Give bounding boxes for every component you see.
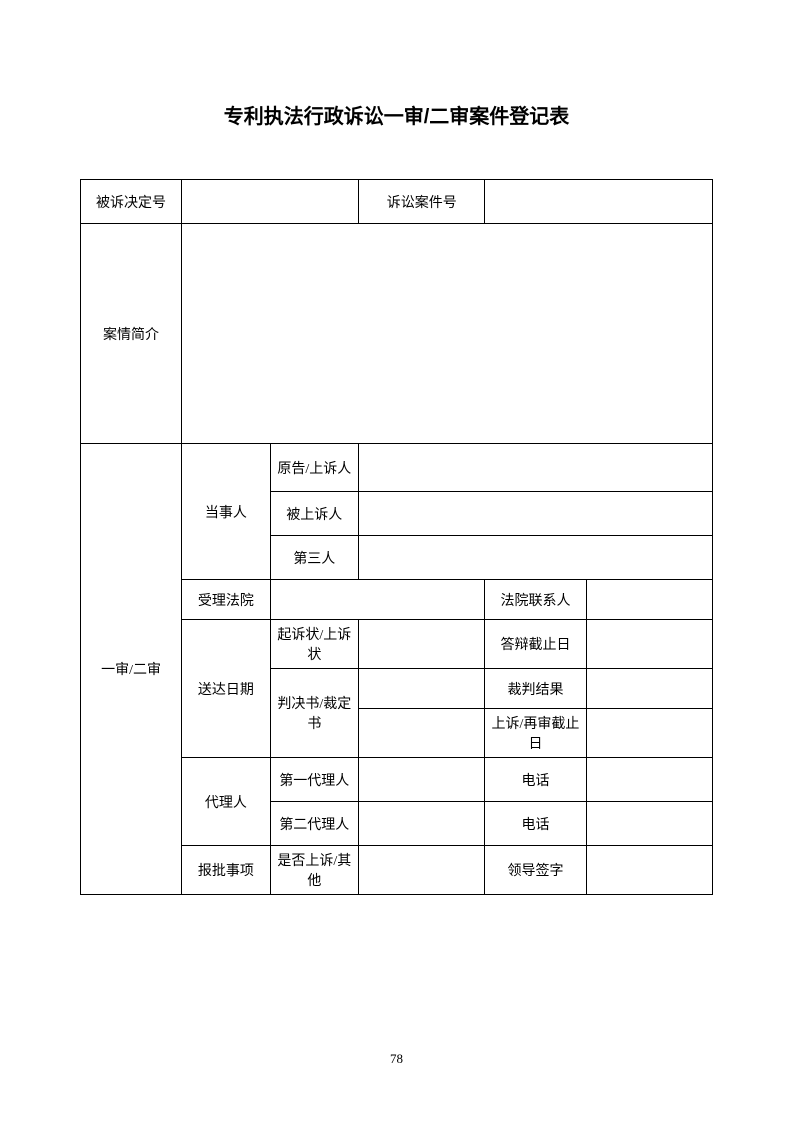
value-appeal-decision — [359, 846, 485, 895]
label-appeal-decision: 是否上诉/其他 — [270, 846, 358, 895]
label-case-summary: 案情简介 — [81, 224, 182, 444]
label-agent-2: 第二代理人 — [270, 802, 358, 846]
value-judgment-1 — [359, 669, 485, 709]
label-parties: 当事人 — [182, 444, 270, 580]
label-delivery-date: 送达日期 — [182, 620, 270, 758]
value-case-no — [485, 180, 713, 224]
label-case-no: 诉讼案件号 — [359, 180, 485, 224]
label-leader-sign: 领导签字 — [485, 846, 586, 895]
label-court: 受理法院 — [182, 580, 270, 620]
value-case-summary — [182, 224, 713, 444]
value-appellee — [359, 492, 713, 536]
page-number: 78 — [0, 1051, 793, 1067]
label-appeal-deadline: 上诉/再审截止日 — [485, 709, 586, 758]
label-approval: 报批事项 — [182, 846, 270, 895]
label-complaint: 起诉状/上诉状 — [270, 620, 358, 669]
value-verdict — [586, 669, 712, 709]
value-court-contact — [586, 580, 712, 620]
value-leader-sign — [586, 846, 712, 895]
value-plaintiff — [359, 444, 713, 492]
value-court — [270, 580, 485, 620]
form-title: 专利执法行政诉讼一审/二审案件登记表 — [80, 100, 713, 129]
value-agent-1 — [359, 758, 485, 802]
value-judgment-2 — [359, 709, 485, 758]
value-phone-2 — [586, 802, 712, 846]
label-defense-deadline: 答辩截止日 — [485, 620, 586, 669]
label-trial-phase: 一审/二审 — [81, 444, 182, 895]
value-complaint — [359, 620, 485, 669]
label-phone-2: 电话 — [485, 802, 586, 846]
value-third-party — [359, 536, 713, 580]
label-agent-1: 第一代理人 — [270, 758, 358, 802]
value-phone-1 — [586, 758, 712, 802]
label-plaintiff: 原告/上诉人 — [270, 444, 358, 492]
label-agents: 代理人 — [182, 758, 270, 846]
value-appeal-deadline — [586, 709, 712, 758]
label-third-party: 第三人 — [270, 536, 358, 580]
registration-table: 被诉决定号 诉讼案件号 案情简介 一审/二审 当事人 原告/上诉人 被上诉人 第… — [80, 179, 713, 895]
label-judgment: 判决书/裁定书 — [270, 669, 358, 758]
label-verdict: 裁判结果 — [485, 669, 586, 709]
value-defense-deadline — [586, 620, 712, 669]
label-decision-no: 被诉决定号 — [81, 180, 182, 224]
value-decision-no — [182, 180, 359, 224]
label-court-contact: 法院联系人 — [485, 580, 586, 620]
label-phone-1: 电话 — [485, 758, 586, 802]
label-appellee: 被上诉人 — [270, 492, 358, 536]
value-agent-2 — [359, 802, 485, 846]
